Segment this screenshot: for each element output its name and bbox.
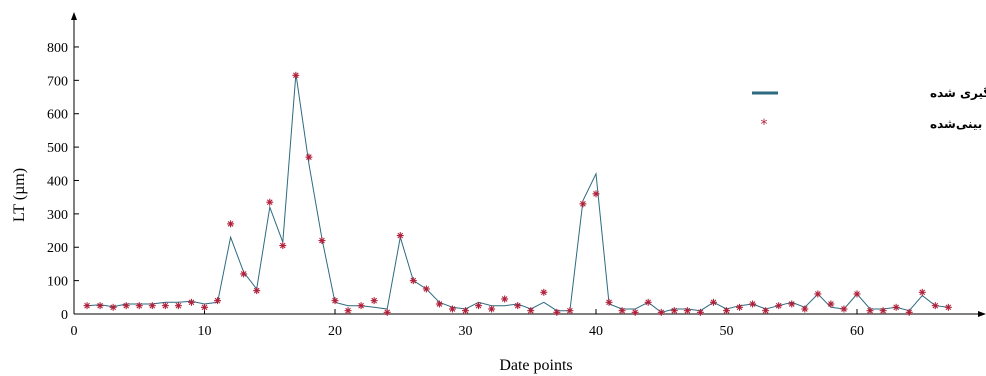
predicted-point	[422, 285, 430, 293]
y-axis-title: LT (µm)	[11, 168, 28, 222]
predicted-point	[814, 290, 822, 298]
axes	[71, 12, 986, 317]
predicted-point	[879, 307, 887, 315]
predicted-point	[83, 302, 91, 310]
predicted-point	[827, 300, 835, 308]
predicted-point	[96, 302, 104, 310]
predicted-point	[566, 307, 574, 315]
y-tick-label: 400	[47, 174, 68, 189]
predicted-point	[788, 300, 796, 308]
legend-label-measured: مقدار اندازه گیری شده	[930, 86, 986, 100]
predicted-point	[135, 302, 143, 310]
predicted-point	[657, 308, 665, 316]
predicted-point	[214, 297, 222, 305]
predicted-point	[683, 307, 691, 315]
x-axis-title: Date points	[499, 357, 572, 374]
predicted-point	[644, 298, 652, 306]
x-tick-label: 20	[328, 324, 342, 339]
predicted-point	[292, 71, 300, 79]
predicted-point	[592, 190, 600, 198]
series-layer	[83, 71, 952, 316]
predicted-point	[553, 308, 561, 316]
predicted-point	[448, 305, 456, 313]
predicted-point	[488, 305, 496, 313]
predicted-point	[396, 232, 404, 240]
predicted-point	[775, 302, 783, 310]
predicted-point	[344, 307, 352, 315]
predicted-point	[462, 307, 469, 315]
legend-label-predicted: مقدار پیش بینی‌شده	[930, 117, 986, 131]
predicted-point	[527, 307, 535, 315]
predicted-point	[383, 308, 391, 316]
predicted-point	[331, 297, 339, 305]
legend: مقدار اندازه گیری شده * مقدار پیش بینی‌ش…	[752, 86, 986, 133]
predicted-point	[409, 277, 417, 285]
predicted-point	[736, 303, 744, 311]
y-tick-label: 600	[47, 108, 68, 123]
predicted-point	[161, 302, 169, 310]
predicted-point	[122, 302, 130, 310]
predicted-point	[435, 300, 443, 308]
y-tick-label: 800	[47, 41, 68, 56]
predicted-point	[318, 237, 326, 245]
predicted-point	[723, 307, 730, 315]
x-tick-label: 0	[71, 324, 78, 339]
predicted-point	[253, 287, 261, 295]
x-tick-label: 40	[589, 324, 603, 339]
x-tick-label: 30	[459, 324, 473, 339]
x-tick-label: 10	[198, 324, 212, 339]
predicted-point	[148, 302, 156, 310]
predicted-point	[749, 300, 757, 308]
predicted-point	[240, 270, 248, 278]
predicted-point	[709, 298, 717, 306]
predicted-point	[853, 290, 861, 298]
predicted-point	[631, 308, 639, 316]
measured-series-line	[86, 73, 949, 313]
predicted-point	[670, 307, 678, 315]
predicted-point	[514, 302, 522, 310]
predicted-point	[762, 307, 770, 315]
predicted-point	[944, 303, 952, 311]
predicted-point	[357, 302, 365, 310]
predicted-point	[579, 200, 587, 208]
y-axis-arrow	[71, 12, 77, 20]
y-tick-label: 500	[47, 141, 68, 156]
predicted-point	[501, 295, 509, 303]
predicted-point	[109, 303, 117, 311]
y-tick-label: 0	[61, 308, 68, 323]
y-tick-label: 200	[47, 241, 68, 256]
legend-marker-swatch: *	[761, 117, 768, 133]
predicted-point	[305, 153, 313, 161]
predicted-point	[475, 302, 483, 310]
predicted-point	[801, 305, 809, 313]
predicted-point	[370, 297, 378, 305]
predicted-point	[540, 288, 548, 296]
predicted-point	[618, 307, 626, 315]
predicted-point	[227, 220, 235, 228]
predicted-point	[892, 303, 900, 311]
predicted-point	[918, 288, 926, 296]
y-tick-label: 300	[47, 208, 68, 223]
predicted-point	[201, 303, 208, 311]
predicted-point	[866, 307, 874, 315]
predicted-point	[174, 302, 182, 310]
predicted-point	[605, 298, 613, 306]
y-tick-label: 100	[47, 275, 68, 290]
predicted-point	[905, 308, 913, 316]
predicted-point	[266, 198, 274, 206]
x-tick-label: 50	[720, 324, 734, 339]
predicted-point	[187, 298, 195, 306]
predicted-point	[931, 302, 939, 310]
x-axis-arrow	[978, 311, 986, 317]
x-tick-label: 60	[850, 324, 864, 339]
predicted-point	[696, 308, 704, 316]
predicted-point	[840, 305, 848, 313]
predicted-point	[279, 242, 287, 250]
y-tick-label: 700	[47, 74, 68, 89]
